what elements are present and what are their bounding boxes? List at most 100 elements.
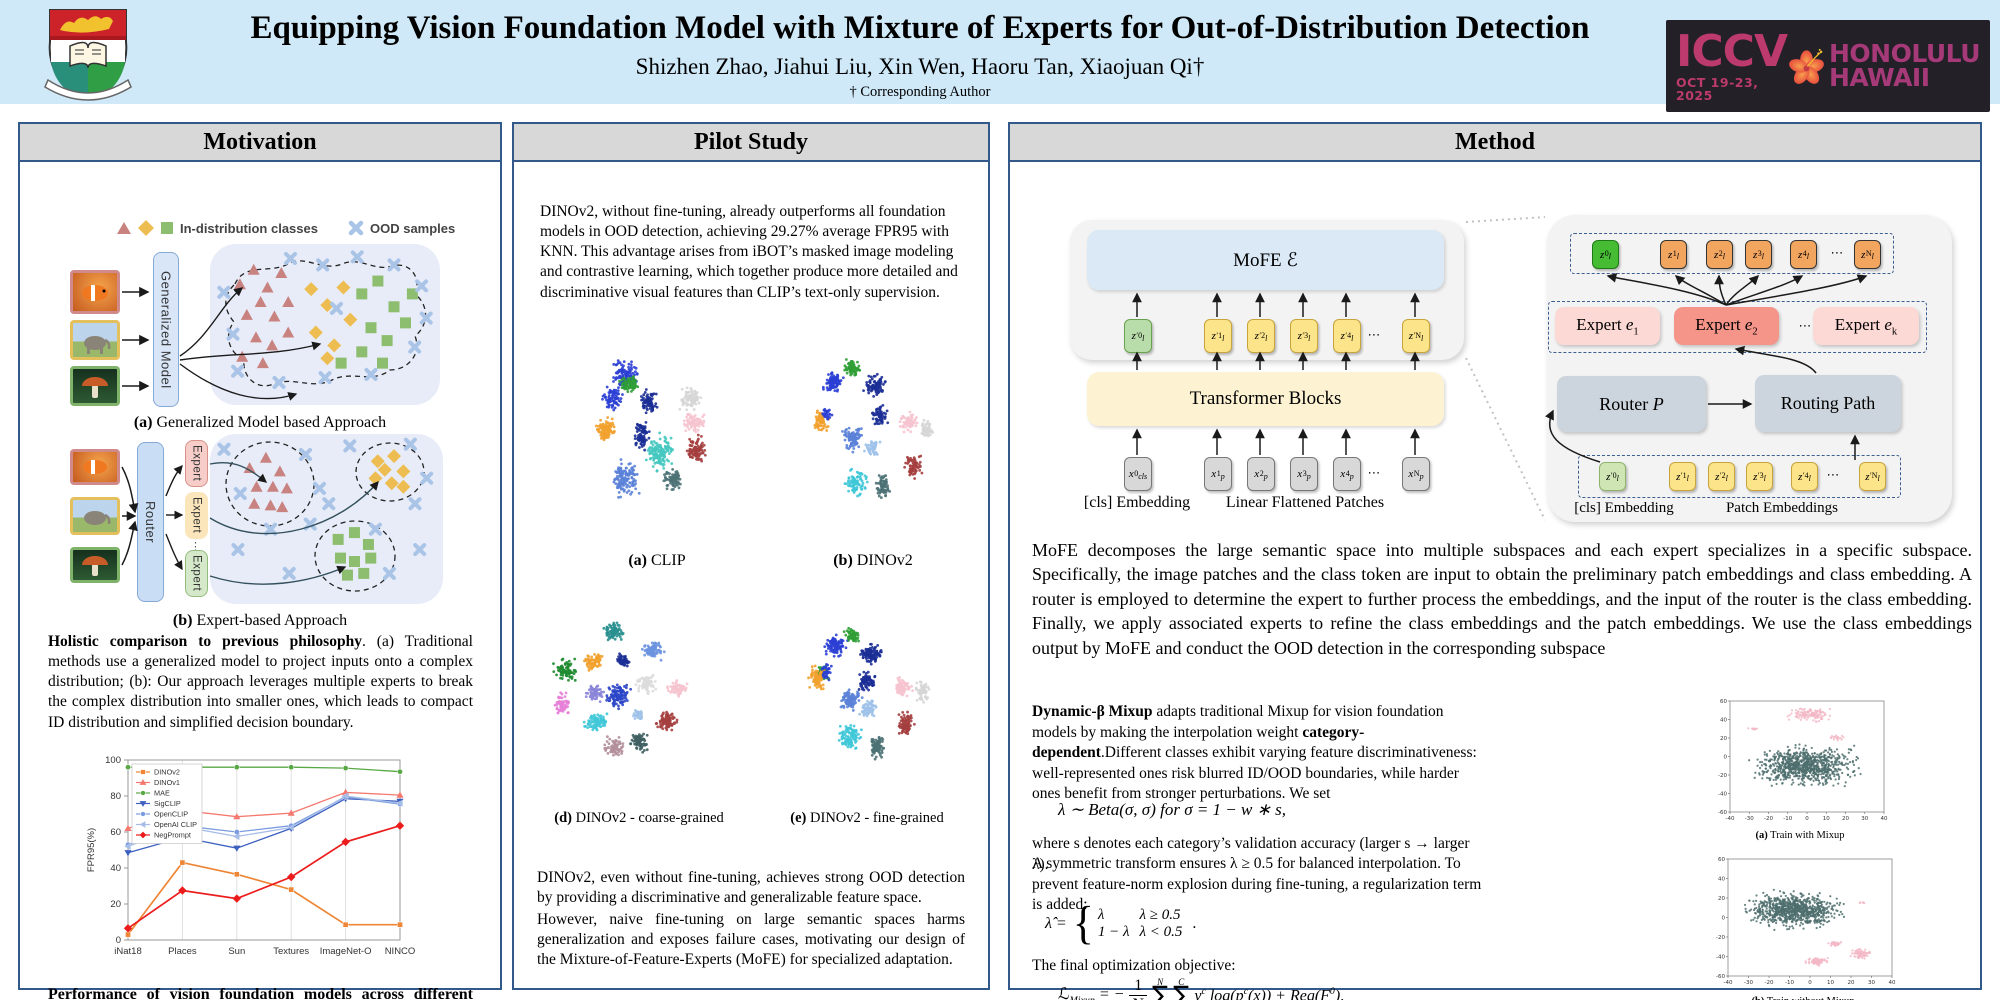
svg-text:40: 40	[110, 863, 121, 874]
cluster-boundary-diamonds	[355, 442, 425, 502]
cluster-boundary-squares	[314, 520, 396, 592]
token: z ′4 l	[1791, 462, 1818, 491]
ellipsis: ⋯	[1826, 468, 1840, 483]
mixup-plot-caption-b: (b) Train without Mixup	[1708, 996, 1898, 1000]
svg-text:ImageNet-O: ImageNet-O	[320, 946, 372, 957]
id-square	[362, 539, 374, 550]
ood-cross	[322, 497, 336, 511]
elephant-image-b	[70, 497, 120, 535]
svg-text:FPR95(%): FPR95(%)	[86, 828, 97, 872]
legend-id-label: In-distribution classes	[180, 220, 318, 236]
ood-cross	[408, 340, 422, 354]
panel-method: Method MoFE ℰ z ′0 l z ′1 l z ′2 l z ′3 l z ′4 l ⋯ z ′N l …	[1008, 122, 1982, 1000]
ood-cross	[316, 258, 330, 272]
expert-box: Expert e2	[1674, 307, 1779, 345]
id-square	[348, 527, 360, 539]
id-triangle	[247, 263, 260, 275]
id-diamond	[336, 280, 351, 295]
svg-text:Sun: Sun	[228, 946, 245, 957]
iccv-location-2: HAWAII	[1828, 63, 1930, 92]
cls-embedding-label-2: [cls] Embedding	[1574, 500, 1674, 516]
pilot-study-title: Pilot Study	[514, 124, 988, 162]
id-diamond	[343, 312, 358, 327]
id-triangle	[250, 331, 262, 343]
svg-text:OpenCLIP: OpenCLIP	[154, 810, 188, 819]
id-triangle	[254, 295, 267, 307]
ood-cross	[233, 487, 247, 500]
ellipsis: ⋯	[1830, 246, 1844, 261]
id-triangle	[266, 480, 279, 492]
authors-line: Shizhen Zhao, Jiahui Liu, Xin Wen, Haoru…	[635, 54, 1205, 79]
id-diamond	[384, 476, 399, 491]
ood-cross	[382, 566, 396, 580]
method-body: MoFE ℰ z ′0 l z ′1 l z ′2 l z ′3 l z ′4 l ⋯ z ′N l Transfo…	[1010, 162, 1980, 1000]
id-triangle	[264, 499, 277, 511]
id-triangle	[243, 462, 256, 473]
expert-box-1: Expert	[185, 440, 208, 487]
id-square	[356, 288, 368, 300]
patch-embeddings-label: Patch Embeddings	[1725, 500, 1839, 516]
svg-text:OpenAI CLIP: OpenAI CLIP	[154, 820, 197, 829]
poster-title: Equipping Vision Foundation Model with M…	[250, 10, 1590, 46]
id-square	[406, 288, 418, 300]
id-diamond	[320, 298, 335, 313]
svg-text:SigCLIP: SigCLIP	[154, 799, 181, 808]
expert-box-3: Expert	[185, 550, 208, 597]
generalized-model-box: Generalized Model	[153, 252, 179, 407]
ood-cross	[217, 285, 231, 299]
id-square	[400, 317, 411, 329]
svg-text:20: 20	[110, 899, 121, 910]
distribution-shapes-b	[217, 437, 434, 592]
expert-label-1: Expert	[190, 445, 203, 482]
ellipsis: ⋯	[1367, 327, 1381, 343]
svg-text:100: 100	[105, 755, 121, 766]
id-diamond	[396, 479, 411, 494]
series-DINOv2	[127, 861, 400, 936]
mixup-objective-formula: ℒMixup = − 1N N∑n=1 C∑c=1 yc log(pc(x)) …	[1058, 977, 1344, 1000]
svg-text:iNat18: iNat18	[114, 946, 141, 957]
id-diamond	[308, 325, 323, 340]
transformer-blocks-box: Transformer Blocks	[1087, 372, 1444, 426]
ood-cross	[420, 471, 434, 485]
svg-text:DINOv2: DINOv2	[154, 768, 180, 777]
id-triangle	[261, 281, 274, 293]
tsne-caption-b: (b) DINOv2	[833, 552, 913, 569]
svg-text:80: 80	[110, 791, 121, 802]
id-diamond	[304, 282, 319, 297]
id-square	[377, 357, 388, 369]
id-triangle	[273, 465, 286, 477]
id-triangle	[266, 339, 279, 351]
ood-cross	[226, 327, 240, 341]
mofe-box: MoFE ℰ	[1087, 230, 1444, 290]
ood-cross	[330, 301, 343, 315]
token: z ′N l	[1402, 319, 1430, 353]
token: z ′4 l	[1333, 319, 1361, 353]
id-triangle	[280, 482, 293, 494]
hku-crest-icon	[44, 9, 132, 101]
router-label: Router	[143, 500, 158, 544]
expert-box: Expert ek	[1813, 307, 1919, 345]
cls-embedding-label: [cls] Embedding	[1083, 494, 1191, 511]
id-square	[341, 569, 353, 581]
svg-text:MAE: MAE	[154, 789, 170, 798]
iccv-location-1: HONOLULU	[1828, 39, 1981, 69]
id-diamond	[396, 464, 411, 479]
id-diamond	[377, 462, 392, 477]
mofe-paragraph: MoFE decomposes the large semantic space…	[1032, 540, 1972, 658]
id-triangle	[240, 308, 253, 320]
motivation-body: In-distribution classes OOD samples Gene…	[20, 162, 500, 1000]
id-triangle	[268, 310, 281, 322]
svg-text:Places: Places	[168, 946, 197, 957]
id-triangle	[236, 350, 249, 362]
tsne-plot-fine	[782, 617, 945, 802]
id-square	[388, 301, 400, 313]
svg-text:DINOv1: DINOv1	[154, 778, 180, 787]
token: z ′N l	[1859, 462, 1886, 491]
